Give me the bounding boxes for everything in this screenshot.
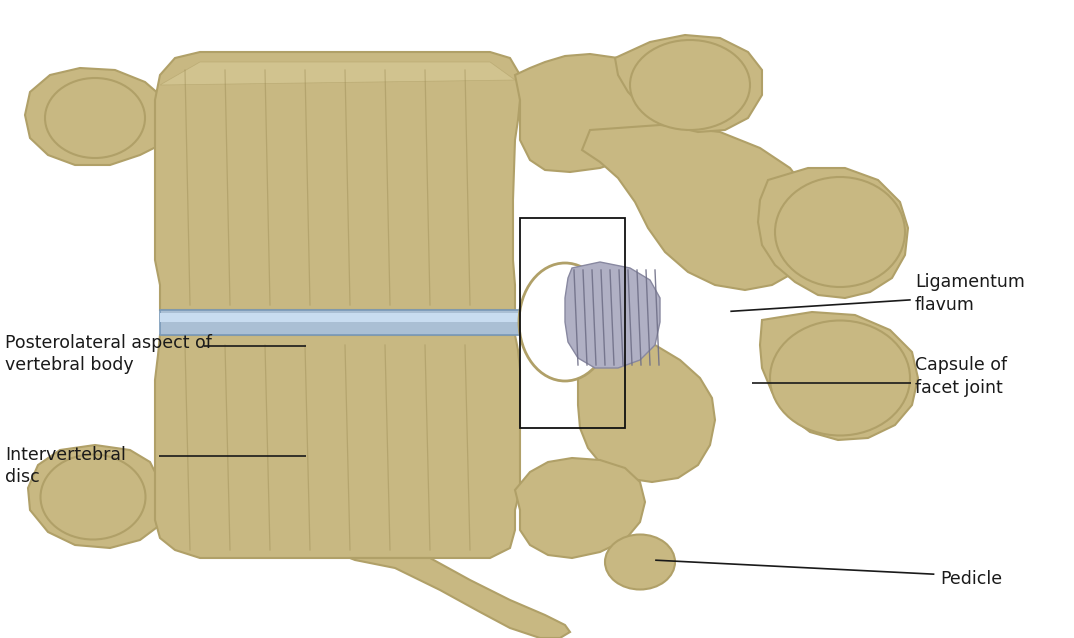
- Polygon shape: [155, 335, 520, 558]
- Text: Ligamentum
flavum: Ligamentum flavum: [915, 273, 1025, 314]
- Ellipse shape: [605, 535, 674, 590]
- Ellipse shape: [775, 177, 905, 287]
- Bar: [520, 218, 625, 428]
- Ellipse shape: [41, 454, 145, 540]
- Polygon shape: [28, 445, 160, 548]
- Polygon shape: [760, 312, 918, 440]
- Ellipse shape: [770, 320, 910, 436]
- Ellipse shape: [519, 263, 611, 381]
- Ellipse shape: [45, 78, 145, 158]
- Text: Capsule of
facet joint: Capsule of facet joint: [915, 356, 1007, 397]
- Text: Intervertebral
disc: Intervertebral disc: [5, 445, 127, 486]
- Ellipse shape: [630, 40, 750, 130]
- Polygon shape: [578, 338, 715, 482]
- Polygon shape: [758, 168, 908, 298]
- Polygon shape: [160, 313, 578, 322]
- Polygon shape: [160, 310, 578, 335]
- Polygon shape: [582, 125, 812, 290]
- Polygon shape: [615, 35, 761, 132]
- Text: Posterolateral aspect of
vertebral body: Posterolateral aspect of vertebral body: [5, 334, 213, 375]
- Polygon shape: [155, 52, 520, 310]
- Polygon shape: [516, 54, 662, 172]
- Polygon shape: [565, 262, 661, 368]
- Polygon shape: [25, 68, 160, 165]
- Polygon shape: [350, 558, 570, 638]
- Polygon shape: [516, 458, 645, 558]
- Text: Pedicle: Pedicle: [940, 570, 1002, 588]
- Polygon shape: [160, 62, 516, 85]
